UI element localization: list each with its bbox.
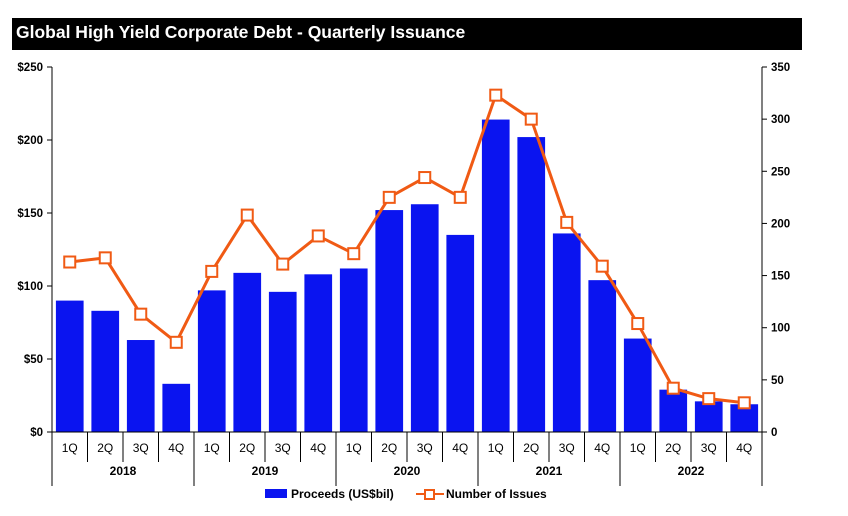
- bar: [552, 233, 581, 432]
- legend-label: Number of Issues: [446, 487, 547, 501]
- line-point: [595, 259, 609, 273]
- line-series: [69, 93, 745, 405]
- y-left-tick-label: $150: [17, 208, 43, 220]
- x-tick-label: 4Q: [168, 441, 184, 455]
- x-year-label: 2020: [394, 464, 421, 478]
- y-right-tick-label: 250: [771, 166, 790, 178]
- x-tick-label: 3Q: [701, 441, 717, 455]
- x-tick-label: 3Q: [559, 441, 575, 455]
- bar: [339, 268, 368, 432]
- y-left-tick-label: $0: [30, 427, 43, 439]
- x-tick-label: 4Q: [452, 441, 468, 455]
- bar: [659, 389, 688, 432]
- line-point: [276, 257, 290, 271]
- title-bar: [12, 18, 802, 50]
- bar: [55, 300, 84, 432]
- line-point: [311, 229, 325, 243]
- x-tick-label: 3Q: [275, 441, 291, 455]
- y-right-tick-label: 200: [771, 218, 790, 230]
- x-tick-label: 2Q: [239, 441, 255, 455]
- bar: [588, 280, 617, 432]
- line-point: [702, 392, 716, 406]
- x-tick-label: 2Q: [97, 441, 113, 455]
- line-point: [418, 171, 432, 185]
- chart-title: Global High Yield Corporate Debt - Quart…: [16, 22, 466, 42]
- line-point: [560, 215, 574, 229]
- bar: [197, 290, 226, 432]
- bar: [623, 338, 652, 432]
- y-right-tick-label: 0: [771, 427, 777, 439]
- bar: [481, 119, 510, 432]
- bar: [446, 234, 475, 432]
- y-right-tick-label: 100: [771, 323, 790, 335]
- x-tick-label: 2Q: [665, 441, 681, 455]
- bar: [410, 204, 439, 432]
- x-year-label: 2022: [678, 464, 705, 478]
- x-tick-label: 1Q: [630, 441, 646, 455]
- y-right-tick-label: 50: [771, 375, 784, 387]
- bar: [375, 210, 404, 432]
- y-left-tick-label: $100: [17, 281, 43, 293]
- line-point: [382, 190, 396, 204]
- bar: [233, 272, 262, 432]
- line-point: [666, 381, 680, 395]
- line-point: [737, 396, 751, 410]
- x-tick-label: 4Q: [736, 441, 752, 455]
- x-tick-label: 3Q: [417, 441, 433, 455]
- bar: [694, 401, 723, 432]
- line-point: [240, 208, 254, 222]
- y-left-tick-label: $250: [17, 62, 43, 74]
- line-point: [489, 88, 503, 102]
- line-point: [169, 335, 183, 349]
- line-point: [63, 255, 77, 269]
- x-year-label: 2019: [252, 464, 279, 478]
- line-point: [453, 190, 467, 204]
- x-tick-label: 4Q: [594, 441, 610, 455]
- line-point: [347, 247, 361, 261]
- x-tick-label: 3Q: [133, 441, 149, 455]
- line-point: [98, 251, 112, 265]
- line-point: [205, 264, 219, 278]
- x-year-label: 2021: [536, 464, 563, 478]
- y-right-tick-label: 300: [771, 114, 790, 126]
- bar: [304, 274, 333, 432]
- x-tick-label: 4Q: [310, 441, 326, 455]
- x-tick-label: 1Q: [488, 441, 504, 455]
- line-point: [631, 317, 645, 331]
- legend-label: Proceeds (US$bil): [291, 487, 394, 501]
- x-year-label: 2018: [110, 464, 137, 478]
- y-right-tick-label: 350: [771, 62, 790, 74]
- x-tick-label: 1Q: [204, 441, 220, 455]
- x-tick-label: 1Q: [346, 441, 362, 455]
- y-left-tick-label: $50: [24, 354, 43, 366]
- line-point: [524, 112, 538, 126]
- bar: [268, 291, 297, 432]
- bar: [91, 310, 120, 432]
- bar: [162, 383, 191, 432]
- bar: [126, 340, 155, 432]
- line-point: [134, 307, 148, 321]
- x-tick-label: 2Q: [523, 441, 539, 455]
- y-left-tick-label: $200: [17, 135, 43, 147]
- bar: [517, 137, 546, 432]
- x-tick-label: 2Q: [381, 441, 397, 455]
- legend-swatch-bar: [265, 489, 287, 498]
- y-right-tick-label: 150: [771, 271, 790, 283]
- x-tick-label: 1Q: [62, 441, 78, 455]
- legend-swatch-marker: [424, 489, 435, 500]
